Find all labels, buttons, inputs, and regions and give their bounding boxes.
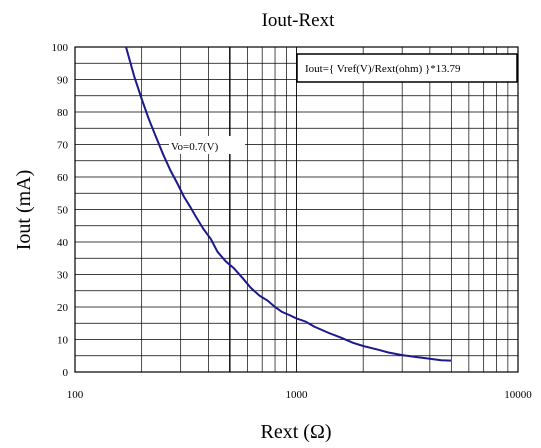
y-tick-label: 20: [57, 302, 69, 314]
x-tick-label: 1000: [286, 389, 309, 401]
y-tick-label: 40: [57, 237, 69, 249]
series-label: Vo=0.7(V): [171, 141, 219, 153]
grid: [75, 47, 518, 372]
series-annotation: Vo=0.7(V): [169, 136, 245, 154]
y-tick-label: 80: [57, 107, 69, 119]
formula-box-frame: [296, 53, 518, 83]
chart-title: Iout-Rext: [262, 10, 336, 31]
x-axis-label: Rext (Ω): [261, 421, 332, 443]
y-tick-label: 100: [52, 42, 69, 54]
y-tick-label: 70: [57, 140, 69, 152]
y-tick-label: 0: [63, 367, 69, 379]
y-tick-label: 60: [57, 172, 69, 184]
series-label-bg: [169, 136, 245, 154]
formula-text: Iout={ Vref(V)/Rext(ohm) }*13.79: [305, 63, 461, 75]
y-tick-label: 30: [57, 270, 69, 282]
x-tick-labels: 100 1000 10000: [67, 389, 533, 401]
y-tick-label: 10: [57, 335, 69, 347]
x-tick-label: 10000: [504, 389, 532, 401]
y-tick-label: 50: [57, 205, 69, 217]
series-line-vo-0.7v: [125, 46, 452, 362]
x-tick-label: 100: [67, 389, 84, 401]
y-axis-label: Iout (mA): [13, 170, 35, 251]
y-tick-labels: 0 10 20 30 40 50 60 70 80 90 100: [52, 42, 69, 379]
plot-frame: [74, 46, 519, 373]
formula-box: Iout={ Vref(V)/Rext(ohm) }*13.79: [296, 53, 518, 83]
y-tick-label: 90: [57, 75, 69, 87]
